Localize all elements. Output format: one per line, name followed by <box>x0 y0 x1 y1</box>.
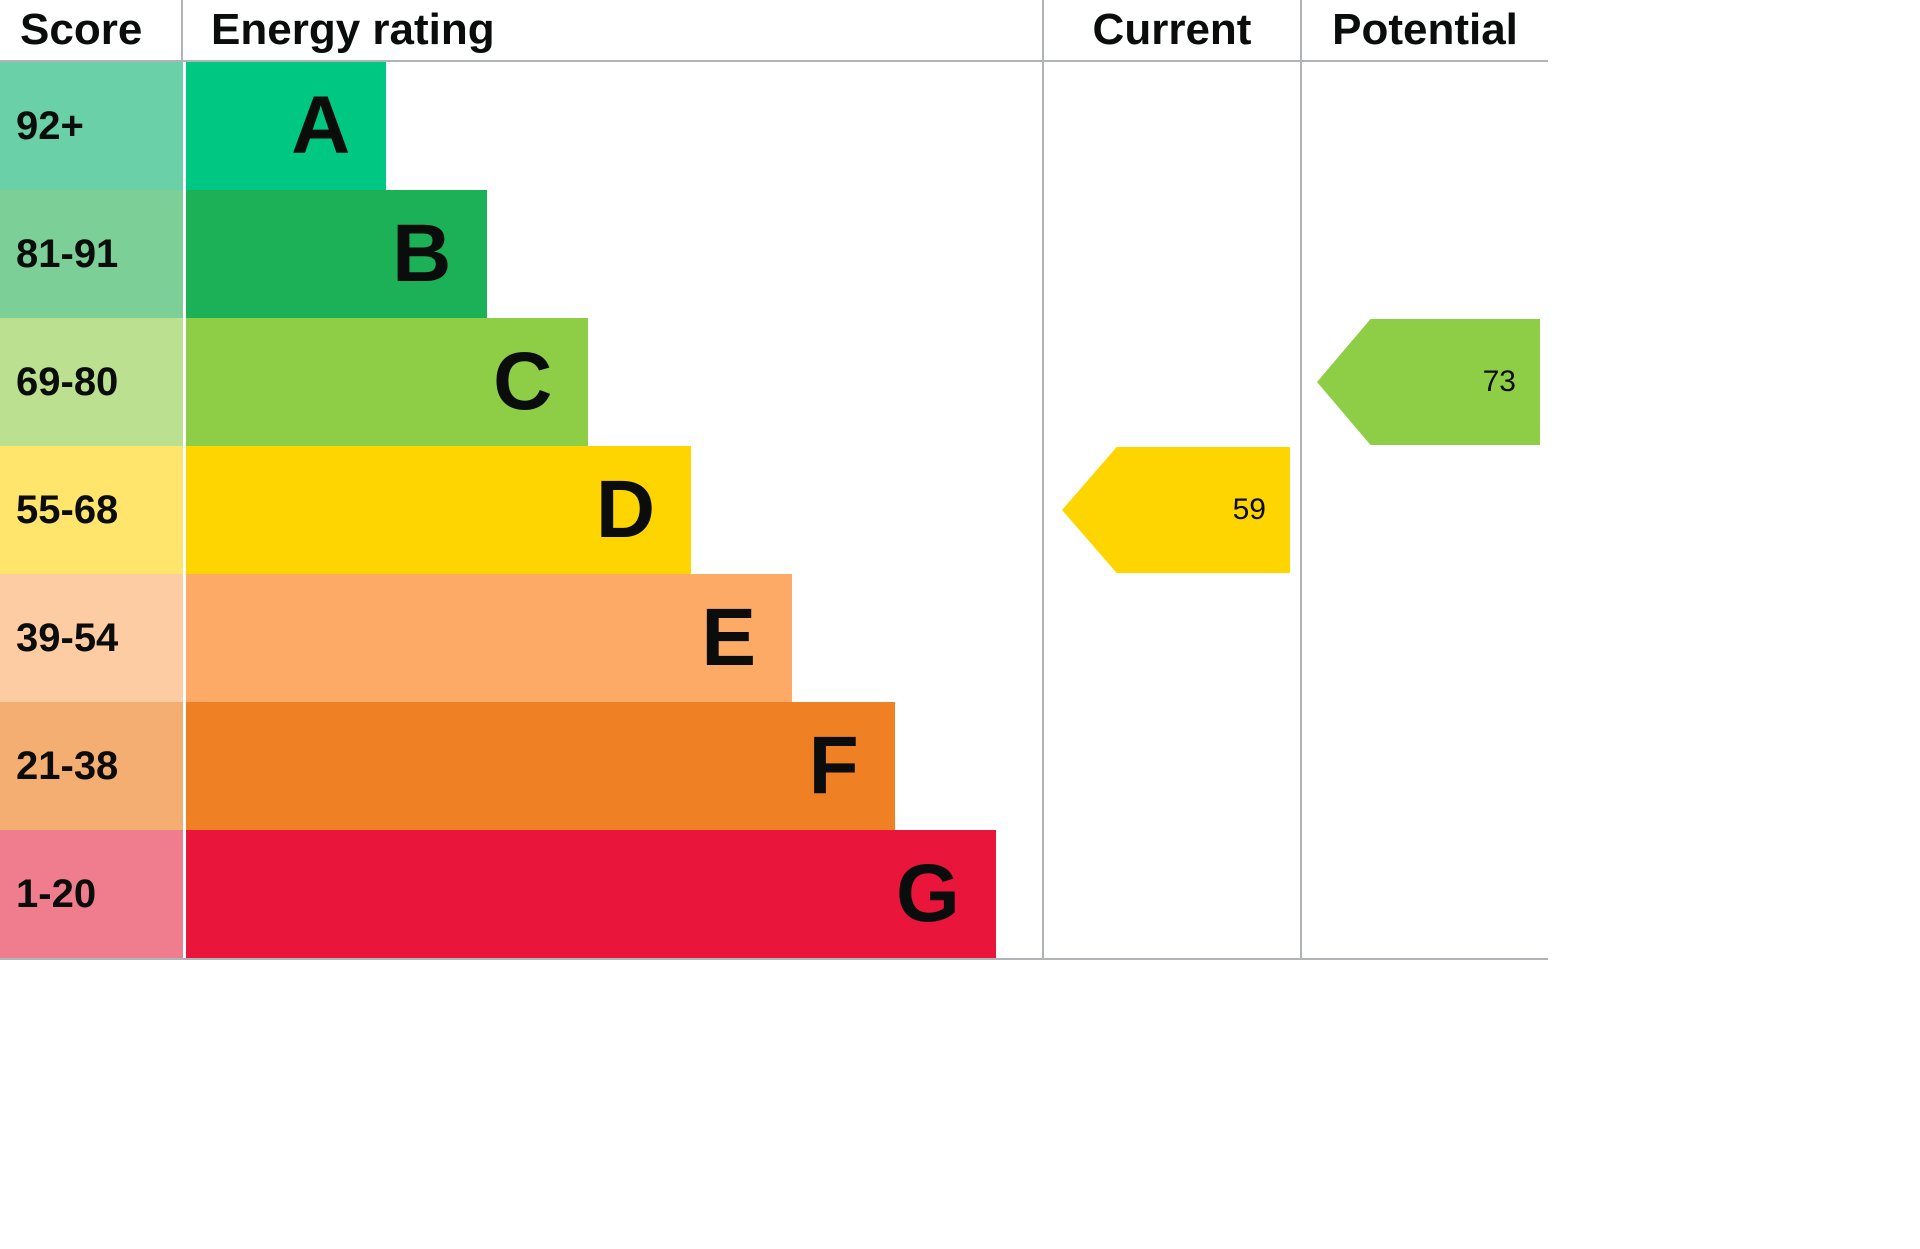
score-range-label: 1-20 <box>0 830 183 958</box>
potential-rating-arrow: 73 <box>1317 319 1540 445</box>
chart-header-row: Score Energy rating Current Potential <box>0 0 1548 62</box>
epc-rating-chart: Score Energy rating Current Potential 92… <box>0 0 1548 960</box>
band-row: 1-20 G <box>0 830 1548 958</box>
band-row: 69-80 C 73 <box>0 318 1548 446</box>
current-cell <box>1042 190 1300 318</box>
current-cell <box>1042 318 1300 446</box>
rating-bar: D <box>186 446 692 574</box>
current-cell <box>1042 574 1300 702</box>
rating-letter: C <box>493 336 553 427</box>
score-column-header: Score <box>0 0 183 60</box>
rating-bar: G <box>186 830 996 958</box>
rating-bar: F <box>186 702 895 830</box>
rating-bar-cell: A <box>183 62 1042 190</box>
score-range-label: 55-68 <box>0 446 183 574</box>
rating-letter: F <box>808 720 859 811</box>
rating-bar: C <box>186 318 589 446</box>
rating-letter: G <box>895 848 960 939</box>
rating-bar: E <box>186 574 793 702</box>
potential-cell <box>1300 62 1548 190</box>
score-range-label: 92+ <box>0 62 183 190</box>
rating-bar: B <box>186 190 488 318</box>
potential-cell <box>1300 190 1548 318</box>
current-rating-arrow: 59 <box>1062 447 1290 573</box>
rating-letter: D <box>595 464 656 555</box>
band-row: 92+ A <box>0 62 1548 190</box>
current-cell: 59 <box>1042 446 1300 574</box>
potential-rating-value: 73 <box>1482 365 1516 398</box>
energy-rating-column-header: Energy rating <box>211 5 495 54</box>
rating-bar-cell: E <box>183 574 1042 702</box>
band-rows: 92+ A 81-91 B 69-80 C 73 55-68 <box>0 62 1548 958</box>
current-rating-value: 59 <box>1232 493 1266 526</box>
band-row: 39-54 E <box>0 574 1548 702</box>
band-row: 55-68 D 59 <box>0 446 1548 574</box>
potential-column-header: Potential <box>1300 0 1548 60</box>
rating-bar-cell: D <box>183 446 1042 574</box>
rating-letter: A <box>291 80 351 171</box>
potential-cell <box>1300 446 1548 574</box>
potential-cell: 73 <box>1300 318 1548 446</box>
rating-bar-cell: G <box>183 830 1042 958</box>
rating-bar-cell: F <box>183 702 1042 830</box>
potential-cell <box>1300 702 1548 830</box>
rating-bar-cell: B <box>183 190 1042 318</box>
score-range-label: 21-38 <box>0 702 183 830</box>
score-range-label: 69-80 <box>0 318 183 446</box>
potential-cell <box>1300 830 1548 958</box>
current-cell <box>1042 830 1300 958</box>
score-range-label: 39-54 <box>0 574 183 702</box>
rating-letter: B <box>392 208 452 299</box>
current-cell <box>1042 62 1300 190</box>
rating-bar-cell: C <box>183 318 1042 446</box>
current-cell <box>1042 702 1300 830</box>
current-column-header: Current <box>1042 0 1300 60</box>
rating-bar: A <box>186 62 387 190</box>
potential-cell <box>1300 574 1548 702</box>
rating-letter: E <box>701 592 757 683</box>
band-row: 21-38 F <box>0 702 1548 830</box>
band-row: 81-91 B <box>0 190 1548 318</box>
score-range-label: 81-91 <box>0 190 183 318</box>
